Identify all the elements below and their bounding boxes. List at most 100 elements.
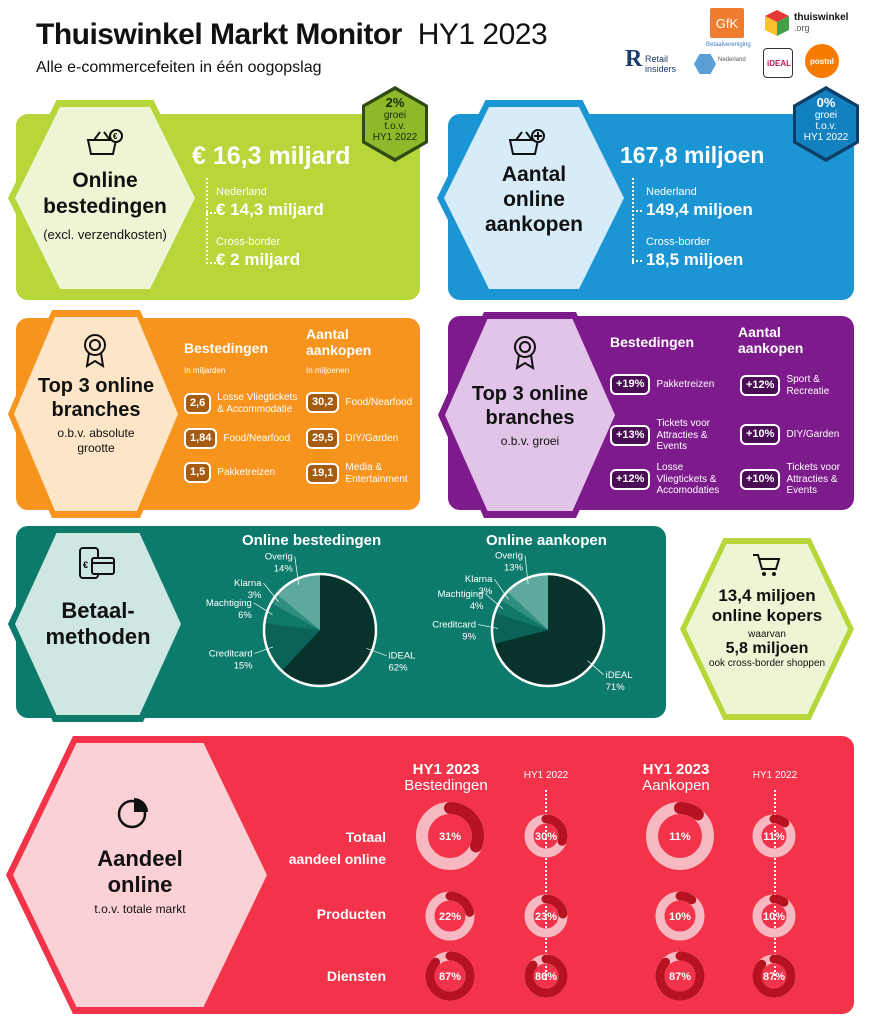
pie-value-machtiging: 4% <box>470 601 484 612</box>
ring-value <box>524 954 568 998</box>
ring-label: 87% <box>439 971 461 983</box>
ring-label: 87% <box>669 971 691 983</box>
list-item: 30,2 Food/Nearfood <box>306 392 412 413</box>
pie-value-overig: 13% <box>504 562 524 573</box>
top3-size-col2-title: Aantal aankopen <box>306 326 372 358</box>
list-item: 19,1 Media & Entertainment <box>306 462 408 485</box>
betaal-hex-icon <box>694 54 716 74</box>
aandeel-sub: t.o.v. totale markt <box>94 902 186 916</box>
aandeel-row-label-producten: Producten <box>316 906 386 922</box>
aankopen-title: Aantal online aankopen <box>484 163 584 236</box>
aandeel-header-1: HY1 2023 Bestedingen <box>404 761 488 794</box>
page-subtitle: Alle e-commercefeiten in één oogopslag <box>36 59 322 76</box>
pie1-title: Online bestedingen <box>242 532 382 549</box>
pie-slice-creditcard <box>492 612 548 644</box>
ring-label: 31% <box>439 831 461 843</box>
aankopen-cb-value: 18,5 miljoen <box>646 250 744 269</box>
pie-leader-line <box>485 593 503 609</box>
ring-label: 87% <box>763 971 785 983</box>
pie-slice-machtiging <box>264 603 320 630</box>
thuiswinkel-logo: thuiswinkel .org <box>762 8 862 38</box>
aandeel-title: Aandeel online <box>97 846 183 897</box>
list-item: +10% Tickets voor Attracties & Events <box>740 462 840 497</box>
pie-label-machtiging: Machtiging <box>437 589 483 600</box>
cart-icon <box>753 554 781 576</box>
bestedingen-note: (excl. verzendkosten) <box>43 227 167 242</box>
pie-label-machtiging: Machtiging <box>206 598 252 609</box>
ring-label: 11% <box>669 831 691 843</box>
top3-size-col1-unit: In miljarden <box>184 366 226 375</box>
ring-label: 10% <box>763 911 785 923</box>
pie-value-ideal: 62% <box>389 663 409 674</box>
pie-slice-machtiging <box>494 599 548 630</box>
aankopen-nl-label: Nederland <box>646 186 697 198</box>
title-period: HY1 2023 <box>417 18 548 51</box>
bestedingen-cb-value: € 2 miljard <box>216 250 301 269</box>
pie-value-klarna: 3% <box>479 586 493 597</box>
pie-leader-line <box>587 660 604 676</box>
ring-value <box>752 894 796 938</box>
pie-value-klarna: 3% <box>248 590 262 601</box>
pie-chart-icon <box>117 798 148 829</box>
ring-value <box>752 954 796 998</box>
top3-growth-col1-title: Bestedingen <box>610 334 695 350</box>
ring-value <box>646 802 714 870</box>
pie-slice-creditcard <box>264 622 320 671</box>
aandeel-row-label-diensten: Diensten <box>326 968 386 984</box>
svg-text:€: € <box>113 132 118 141</box>
ring-label: 10% <box>669 911 691 923</box>
pie-leader-line <box>477 624 499 629</box>
pie-leader-line <box>294 556 300 585</box>
betaalvereniging-logo: Betaalvereniging Nederland <box>692 40 758 80</box>
betaal-title: Betaal- methoden <box>45 598 151 649</box>
ring-label: 11% <box>763 831 785 843</box>
top3-growth-col2-title: Aantal aankopen <box>738 324 804 356</box>
cube-icon <box>765 10 789 36</box>
pie-label-ideal: iDEAL <box>606 670 633 681</box>
ring-value <box>425 891 475 941</box>
aankopen-nl-value: 149,4 miljoen <box>646 200 753 219</box>
growth-badge-aankopen-text: 0% groei t.o.v. HY1 2022 <box>803 95 849 144</box>
pie-slice-overig <box>507 574 548 630</box>
award-icon <box>84 334 106 368</box>
pie-slice-ideal <box>281 574 376 686</box>
aankopen-cb-label: Cross-border <box>646 236 711 248</box>
ring-value <box>655 951 705 1001</box>
top3-size-col1-title: Bestedingen <box>184 340 269 356</box>
ring-label: 22% <box>439 911 461 923</box>
pie-outline <box>262 572 378 688</box>
kopers-text: 13,4 miljoen online kopers waarvan 5,8 m… <box>708 586 826 669</box>
basket-euro-icon: € <box>86 129 123 155</box>
list-item: +10% DIY/Garden <box>740 424 839 445</box>
retail-insiders-logo: R Retail insiders <box>625 46 677 74</box>
list-item: +19% Pakketreizen <box>610 374 714 395</box>
ideal-logo: iDEAL <box>763 48 793 78</box>
basket-plus-icon <box>508 129 545 155</box>
top3-size-sub: o.b.v. absolute grootte <box>57 426 135 455</box>
bestedingen-total: € 16,3 miljard <box>192 142 351 170</box>
pie-label-creditcard: Creditcard <box>432 620 476 631</box>
pie-leader-line <box>494 578 509 600</box>
bestedingen-nl-label: Nederland <box>216 186 267 198</box>
ring-label: 23% <box>535 911 557 923</box>
bestedingen-cb-label: Cross-border <box>216 236 281 248</box>
bestedingen-connector <box>206 178 208 264</box>
ring-value <box>655 891 705 941</box>
pie-leader-line <box>263 582 279 603</box>
top3-size-col2-unit: In miljoenen <box>306 366 350 375</box>
pie-label-overig: Overig <box>265 551 293 562</box>
pie-value-machtiging: 6% <box>238 610 252 621</box>
top3-size-title: Top 3 online branches <box>37 375 155 421</box>
pie-value-creditcard: 9% <box>462 632 476 643</box>
pie-label-creditcard: Creditcard <box>209 648 253 659</box>
postnl-logo: postnl <box>805 44 839 78</box>
pie-leader-line <box>524 555 529 585</box>
pie-value-ideal: 71% <box>606 682 626 693</box>
pie-label-klarna: Klarna <box>465 574 493 585</box>
payment-icon: € <box>79 547 115 579</box>
pie-leader-line <box>253 602 273 615</box>
gfk-logo: GfK <box>710 8 744 38</box>
pie-value-overig: 14% <box>274 563 294 574</box>
